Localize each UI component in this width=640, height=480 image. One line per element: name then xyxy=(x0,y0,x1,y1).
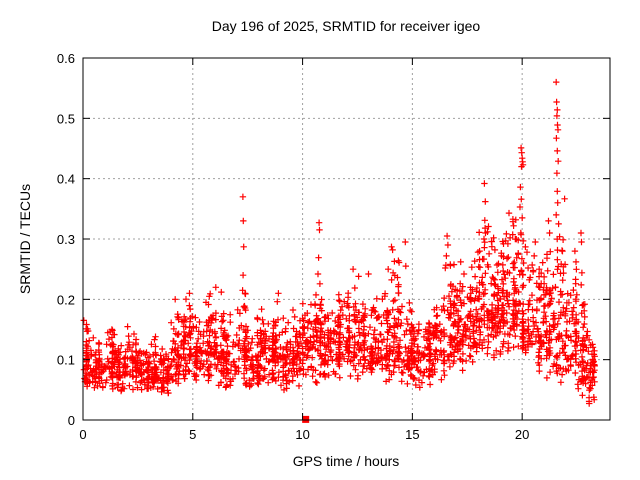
y-axis-label: SRMTID / TECUs xyxy=(17,184,33,294)
y-tick-label: 0.1 xyxy=(57,353,75,368)
y-tick-label: 0.6 xyxy=(57,51,75,66)
x-tick-label: 10 xyxy=(295,427,309,442)
y-tick-label: 0.5 xyxy=(57,111,75,126)
x-tick-label: 20 xyxy=(515,427,529,442)
scatter-plus-markers xyxy=(80,78,598,407)
axis-tick-labels: 0 5 10 15 20 0 0.1 0.2 0.3 0.4 0.5 0.6 xyxy=(57,51,529,442)
y-tick-label: 0.3 xyxy=(57,232,75,247)
y-tick-label: 0.2 xyxy=(57,292,75,307)
x-tick-label: 0 xyxy=(79,427,86,442)
y-tick-label: 0 xyxy=(68,413,75,428)
x-axis-label: GPS time / hours xyxy=(293,453,400,469)
chart-title: Day 196 of 2025, SRMTID for receiver ige… xyxy=(212,18,481,34)
event-square-marker xyxy=(302,415,310,423)
x-tick-label: 5 xyxy=(189,427,196,442)
y-tick-label: 0.4 xyxy=(57,172,75,187)
data-points xyxy=(80,78,598,423)
x-tick-label: 15 xyxy=(405,427,419,442)
plot-border xyxy=(82,57,611,421)
